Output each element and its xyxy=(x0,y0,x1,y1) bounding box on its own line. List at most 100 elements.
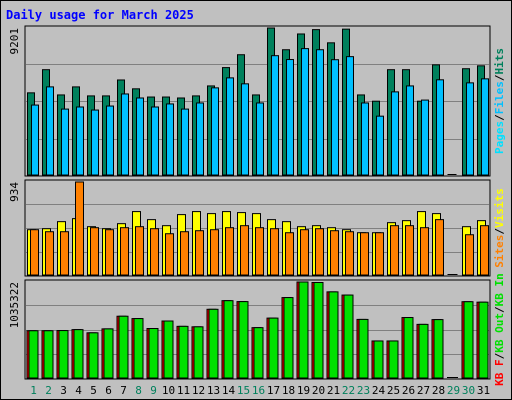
day-label-12: 12 xyxy=(192,384,205,397)
kbin-bar-11 xyxy=(178,325,189,379)
day-label-1: 1 xyxy=(30,384,37,397)
files-bar-1 xyxy=(31,104,39,176)
files-bar-14 xyxy=(226,77,234,176)
files-bar-22 xyxy=(346,56,354,176)
files-bar-5 xyxy=(91,109,99,176)
kbin-bar-19 xyxy=(298,281,309,379)
sites-bar-12 xyxy=(195,230,204,276)
files-bar-31 xyxy=(481,78,489,176)
legend-1-entry-2: Visits xyxy=(493,188,506,228)
sites-bar-30 xyxy=(465,234,474,276)
files-bar-20 xyxy=(316,49,324,176)
day-label-23: 23 xyxy=(357,384,370,397)
day-label-2: 2 xyxy=(45,384,52,397)
sites-bar-23 xyxy=(360,232,369,276)
day-label-10: 10 xyxy=(162,384,175,397)
legend-2-entry-2: KB Out xyxy=(493,313,506,353)
files-bar-8 xyxy=(136,97,144,176)
sites-bar-2 xyxy=(45,231,54,276)
files-bar-9 xyxy=(151,106,159,176)
files-bar-10 xyxy=(166,103,174,176)
files-bar-6 xyxy=(106,105,114,176)
day-label-31: 31 xyxy=(477,384,490,397)
files-bar-16 xyxy=(256,102,264,176)
files-bar-26 xyxy=(406,85,414,176)
sites-bar-3 xyxy=(60,231,69,276)
sites-bar-15 xyxy=(240,225,249,276)
kbin-bar-4 xyxy=(73,329,84,379)
kbin-bar-16 xyxy=(253,327,264,379)
day-label-18: 18 xyxy=(282,384,295,397)
kbin-bar-20 xyxy=(313,281,324,379)
sites-bar-21 xyxy=(330,230,339,276)
files-bar-23 xyxy=(361,102,369,176)
legend-2-entry-1: / xyxy=(493,352,506,359)
chart-title: Daily usage for March 2025 xyxy=(6,8,194,22)
day-label-20: 20 xyxy=(312,384,325,397)
day-label-21: 21 xyxy=(327,384,340,397)
kbin-bar-13 xyxy=(208,308,219,379)
sites-bar-18 xyxy=(285,232,294,276)
sites-bar-16 xyxy=(255,227,264,276)
day-label-19: 19 xyxy=(297,384,310,397)
files-bar-21 xyxy=(331,59,339,176)
legend-0-entry-1: / xyxy=(493,114,506,121)
files-bar-4 xyxy=(76,106,84,176)
day-label-13: 13 xyxy=(207,384,220,397)
day-label-4: 4 xyxy=(75,384,82,397)
day-label-7: 7 xyxy=(120,384,127,397)
kbin-bar-9 xyxy=(148,328,159,379)
sites-bar-20 xyxy=(315,228,324,276)
kbin-bar-25 xyxy=(388,340,399,379)
sites-bar-9 xyxy=(150,228,159,276)
day-label-9: 9 xyxy=(150,384,157,397)
sites-bar-1 xyxy=(30,229,39,276)
legend-1-entry-0: Sites xyxy=(493,235,506,268)
kbin-bar-6 xyxy=(103,328,114,379)
panel-0-ymax-label: 9201 xyxy=(8,28,21,55)
day-label-15: 15 xyxy=(237,384,250,397)
legend-2-entry-0: KB F xyxy=(493,359,506,386)
day-label-25: 25 xyxy=(387,384,400,397)
day-label-3: 3 xyxy=(60,384,67,397)
sites-bar-10 xyxy=(165,233,174,276)
kbin-bar-2 xyxy=(43,330,54,379)
panel-1-legend: Sites/Visits xyxy=(493,188,506,268)
kbin-bar-30 xyxy=(463,301,474,379)
sites-bar-11 xyxy=(180,231,189,276)
kbin-bar-18 xyxy=(283,297,294,379)
kbin-bar-10 xyxy=(163,320,174,379)
kbin-bar-26 xyxy=(403,317,414,379)
kbin-bar-5 xyxy=(88,332,99,379)
day-label-29: 29 xyxy=(447,384,460,397)
day-label-30: 30 xyxy=(462,384,475,397)
files-bar-17 xyxy=(271,55,279,176)
files-bar-7 xyxy=(121,93,129,176)
legend-0-entry-4: Hits xyxy=(493,48,506,75)
legend-2-entry-4: KB In xyxy=(493,273,506,306)
kbin-bar-8 xyxy=(133,318,144,379)
files-bar-15 xyxy=(241,83,249,176)
files-bar-13 xyxy=(211,87,219,176)
panel-1-ymax-label: 934 xyxy=(8,182,21,202)
day-label-5: 5 xyxy=(90,384,97,397)
day-label-16: 16 xyxy=(252,384,265,397)
sites-bar-19 xyxy=(300,229,309,276)
panel-2-ymax-label: 1035322 xyxy=(8,282,21,328)
files-bar-27 xyxy=(421,99,429,176)
sites-bar-17 xyxy=(270,228,279,276)
sites-bar-4 xyxy=(75,181,84,276)
legend-2-entry-3: / xyxy=(493,306,506,313)
files-bar-19 xyxy=(301,48,309,176)
kbin-bar-17 xyxy=(268,317,279,379)
day-label-26: 26 xyxy=(402,384,415,397)
files-bar-25 xyxy=(391,91,399,176)
kbin-bar-23 xyxy=(358,318,369,379)
legend-1-entry-1: / xyxy=(493,228,506,235)
day-label-6: 6 xyxy=(105,384,112,397)
kbin-bar-14 xyxy=(223,300,234,379)
kbin-bar-1 xyxy=(28,330,39,379)
legend-0-entry-0: Pages xyxy=(493,121,506,154)
files-bar-2 xyxy=(46,86,54,176)
